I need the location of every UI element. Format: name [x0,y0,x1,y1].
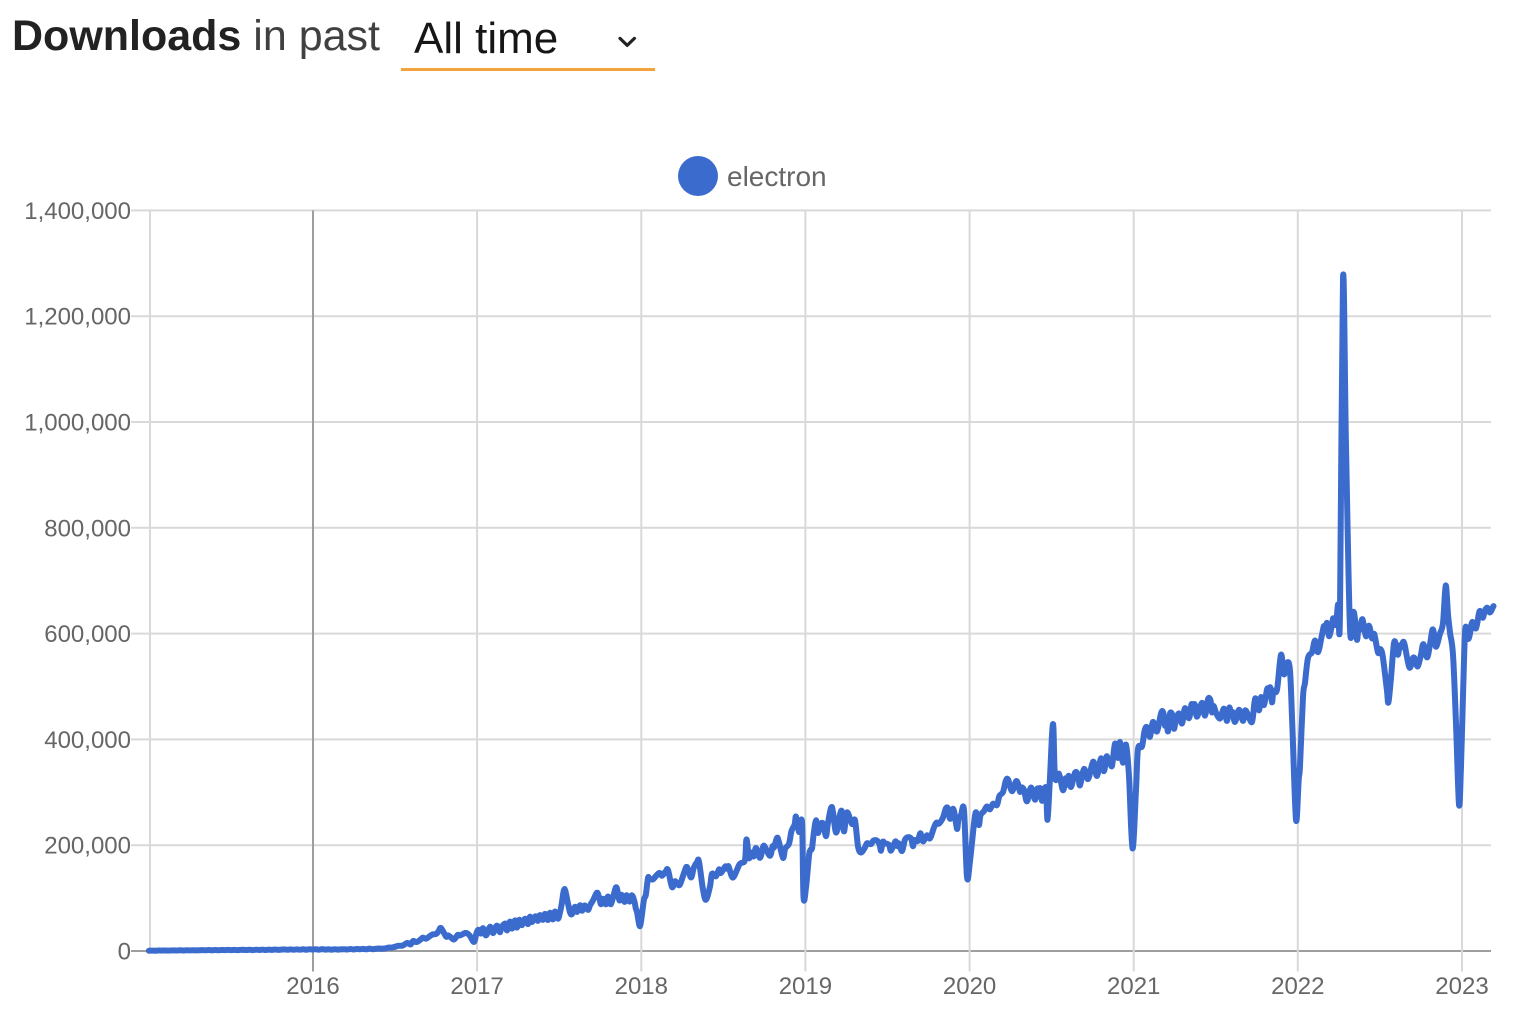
svg-text:800,000: 800,000 [44,515,131,542]
svg-text:2023: 2023 [1435,973,1488,1000]
svg-text:2017: 2017 [450,973,503,1000]
svg-text:400,000: 400,000 [44,727,131,754]
svg-text:1,200,000: 1,200,000 [24,304,131,331]
svg-text:600,000: 600,000 [44,621,131,648]
svg-text:1,000,000: 1,000,000 [24,410,131,437]
svg-text:2016: 2016 [286,973,339,1000]
svg-text:2021: 2021 [1107,973,1160,1000]
svg-text:1,400,000: 1,400,000 [24,198,131,225]
svg-text:2019: 2019 [779,973,832,1000]
svg-text:200,000: 200,000 [44,833,131,860]
svg-text:2020: 2020 [943,973,996,1000]
svg-text:2018: 2018 [615,973,668,1000]
svg-text:2022: 2022 [1271,973,1324,1000]
svg-text:0: 0 [118,939,131,966]
